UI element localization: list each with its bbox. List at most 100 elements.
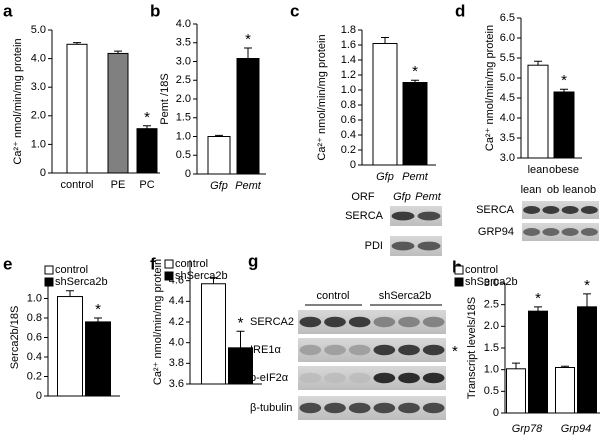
y-tick-label: 2.0 xyxy=(31,110,46,122)
blot-lane-label: lean xyxy=(563,184,584,196)
blot-band xyxy=(299,344,322,356)
error-bar xyxy=(512,362,520,369)
y-tick-label: 0.6 xyxy=(27,331,42,343)
y-axis-label: Pemt /18S xyxy=(159,73,171,124)
blot-band xyxy=(373,344,396,356)
bar xyxy=(577,306,597,414)
y-tick-label: 1.6 xyxy=(341,39,356,51)
blot-background xyxy=(390,206,442,226)
y-tick-label: 0 xyxy=(40,167,46,179)
y-tick-label: 3.5 xyxy=(176,37,191,49)
blot-band xyxy=(373,372,396,384)
error-bar xyxy=(94,317,102,322)
y-tick-label: 4.0 xyxy=(500,112,515,124)
y-tick-label: 3.0 xyxy=(484,277,499,289)
legend-swatch xyxy=(164,271,174,281)
bar xyxy=(207,136,231,175)
y-tick-label: 3.0 xyxy=(500,152,515,164)
error-bar xyxy=(114,50,122,54)
y-tick-label: 2.0 xyxy=(176,93,191,105)
error-bar xyxy=(73,42,81,45)
blot-header: ORF xyxy=(351,191,375,203)
y-tick-label: 5.0 xyxy=(31,24,46,36)
panel-letter: b xyxy=(150,1,160,20)
blot-band xyxy=(422,344,445,356)
error-bar xyxy=(215,134,223,137)
blot-band xyxy=(561,228,579,236)
y-tick-label: 4.0 xyxy=(31,53,46,65)
panel-letter: e xyxy=(3,254,12,273)
y-tick-label: 2.5 xyxy=(484,299,499,311)
x-tick-label: Gfp xyxy=(210,180,228,192)
y-axis-label: Ca²⁺ nmol/min/mg protein xyxy=(484,25,496,151)
blot-row-label: SERCA2 xyxy=(250,316,294,328)
x-tick-label: lean xyxy=(528,164,549,176)
y-tick-label: 0.6 xyxy=(341,114,356,126)
blot-band xyxy=(422,402,445,414)
legend-swatch xyxy=(44,265,54,275)
blot-band xyxy=(398,316,420,328)
error-bar xyxy=(583,293,591,307)
blot-band xyxy=(398,372,420,384)
blot-row-label: IRE1α xyxy=(250,344,281,356)
y-tick-label: 0 xyxy=(36,390,42,402)
blot-lane-label: lean xyxy=(521,184,542,196)
blot-band xyxy=(324,316,346,328)
y-tick-label: 0.2 xyxy=(341,144,356,156)
y-tick-label: 1.2 xyxy=(341,69,356,81)
y-axis-label: Ca²⁺ nmol/min/mg protein xyxy=(316,34,328,160)
blot-band xyxy=(523,206,541,214)
blot-band xyxy=(348,316,371,328)
blot-row-label: PDI xyxy=(365,240,383,252)
blot-band xyxy=(348,344,371,356)
bar xyxy=(85,321,111,397)
significance-mark: * xyxy=(95,301,101,318)
y-tick-label: 3.0 xyxy=(31,81,46,93)
y-tick-label: 0.8 xyxy=(27,312,42,324)
y-tick-label: 0 xyxy=(350,159,356,171)
y-axis-label: Serca2b/18S xyxy=(9,306,21,370)
x-tick-label: Grp94 xyxy=(561,423,592,435)
legend-label: control xyxy=(175,258,208,270)
panel-letter: c xyxy=(290,1,299,20)
blot-row-label: β-tubulin xyxy=(250,402,292,414)
blot-background xyxy=(298,366,446,390)
y-tick-label: 0.5 xyxy=(484,385,499,397)
blot-band xyxy=(417,241,441,251)
significance-mark: * xyxy=(535,290,541,307)
x-tick-label: PC xyxy=(139,179,154,191)
blot-annotation: * xyxy=(452,343,458,360)
y-tick-label: 3.0 xyxy=(176,55,191,67)
bar xyxy=(528,310,548,414)
x-tick-label: Pemt xyxy=(402,171,429,183)
bar xyxy=(402,82,428,166)
blot-band xyxy=(324,372,346,384)
y-tick-label: 1.0 xyxy=(27,292,42,304)
y-tick-label: 5.5 xyxy=(500,52,515,64)
blot-band xyxy=(422,372,445,384)
blot-band xyxy=(391,211,415,221)
y-tick-label: 6.5 xyxy=(500,12,515,24)
significance-mark: * xyxy=(238,314,244,331)
bar xyxy=(57,296,83,397)
blot-band xyxy=(373,316,396,328)
blot-band xyxy=(523,228,541,236)
blot-background xyxy=(298,310,446,334)
blot-band xyxy=(542,228,560,236)
y-tick-label: 0.4 xyxy=(341,129,356,141)
y-tick-label: 4.2 xyxy=(169,316,184,328)
blot-band xyxy=(348,372,371,384)
blot-band xyxy=(348,402,371,414)
legend-swatch xyxy=(454,265,464,275)
y-tick-label: 4.0 xyxy=(176,18,191,30)
error-bar xyxy=(143,125,151,129)
error-bar xyxy=(411,79,419,83)
x-tick-label: control xyxy=(60,179,93,191)
error-bar xyxy=(66,290,74,297)
y-tick-label: 1.4 xyxy=(341,54,356,66)
blot-lane-label: Gfp xyxy=(393,191,411,203)
y-axis-label: Ca²⁺ nmol/min/mg protein xyxy=(12,38,24,164)
x-tick-label: Grp78 xyxy=(512,423,543,435)
y-tick-label: 3.5 xyxy=(500,132,515,144)
